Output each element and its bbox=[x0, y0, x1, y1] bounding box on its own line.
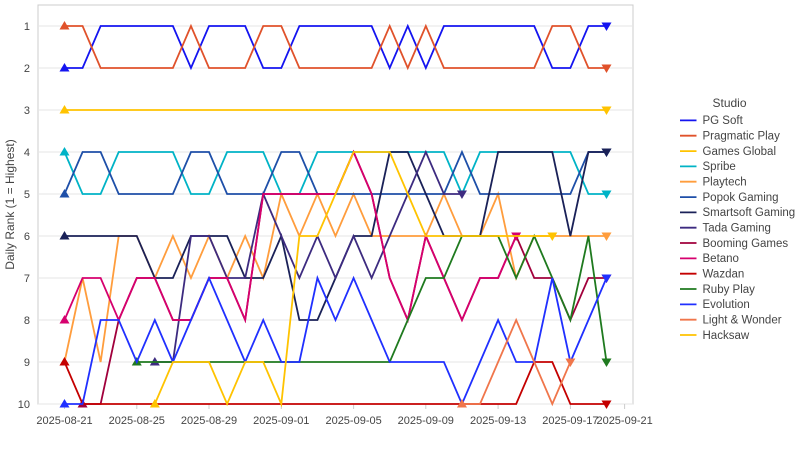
svg-text:8: 8 bbox=[24, 315, 30, 327]
svg-text:1: 1 bbox=[24, 21, 30, 33]
svg-text:9: 9 bbox=[24, 357, 30, 369]
svg-text:2025-09-01: 2025-09-01 bbox=[253, 415, 309, 427]
svg-text:6: 6 bbox=[24, 231, 30, 243]
svg-text:2025-09-13: 2025-09-13 bbox=[470, 415, 526, 427]
svg-text:Booming Games: Booming Games bbox=[703, 238, 789, 250]
svg-text:Wazdan: Wazdan bbox=[703, 269, 745, 281]
svg-text:2: 2 bbox=[24, 63, 30, 75]
svg-text:2025-08-29: 2025-08-29 bbox=[181, 415, 237, 427]
svg-text:2025-09-05: 2025-09-05 bbox=[325, 415, 381, 427]
svg-text:5: 5 bbox=[24, 189, 30, 201]
svg-text:10: 10 bbox=[18, 399, 30, 411]
svg-text:2025-09-21: 2025-09-21 bbox=[596, 415, 652, 427]
svg-text:Evolution: Evolution bbox=[703, 299, 750, 311]
svg-text:2025-08-21: 2025-08-21 bbox=[36, 415, 92, 427]
svg-text:Playtech: Playtech bbox=[703, 177, 747, 189]
svg-text:4: 4 bbox=[24, 147, 30, 159]
svg-text:Popok Gaming: Popok Gaming bbox=[703, 192, 779, 204]
svg-text:Hacksaw: Hacksaw bbox=[703, 330, 750, 342]
svg-text:Light & Wonder: Light & Wonder bbox=[703, 315, 782, 327]
svg-text:Betano: Betano bbox=[703, 253, 739, 265]
svg-text:Studio: Studio bbox=[712, 96, 746, 110]
svg-text:Pragmatic Play: Pragmatic Play bbox=[703, 131, 781, 143]
svg-text:Spribe: Spribe bbox=[703, 161, 736, 173]
svg-text:PG Soft: PG Soft bbox=[703, 115, 744, 127]
svg-text:7: 7 bbox=[24, 273, 30, 285]
svg-text:2025-09-17: 2025-09-17 bbox=[542, 415, 598, 427]
svg-text:Tada Gaming: Tada Gaming bbox=[703, 223, 771, 235]
svg-text:Smartsoft Gaming: Smartsoft Gaming bbox=[703, 207, 796, 219]
svg-text:Games Global: Games Global bbox=[703, 146, 777, 158]
svg-text:Daily Rank (1 = Highest): Daily Rank (1 = Highest) bbox=[3, 139, 17, 269]
svg-text:Ruby Play: Ruby Play bbox=[703, 284, 756, 296]
svg-text:2025-08-25: 2025-08-25 bbox=[109, 415, 165, 427]
svg-text:2025-09-09: 2025-09-09 bbox=[398, 415, 454, 427]
svg-text:3: 3 bbox=[24, 105, 30, 117]
